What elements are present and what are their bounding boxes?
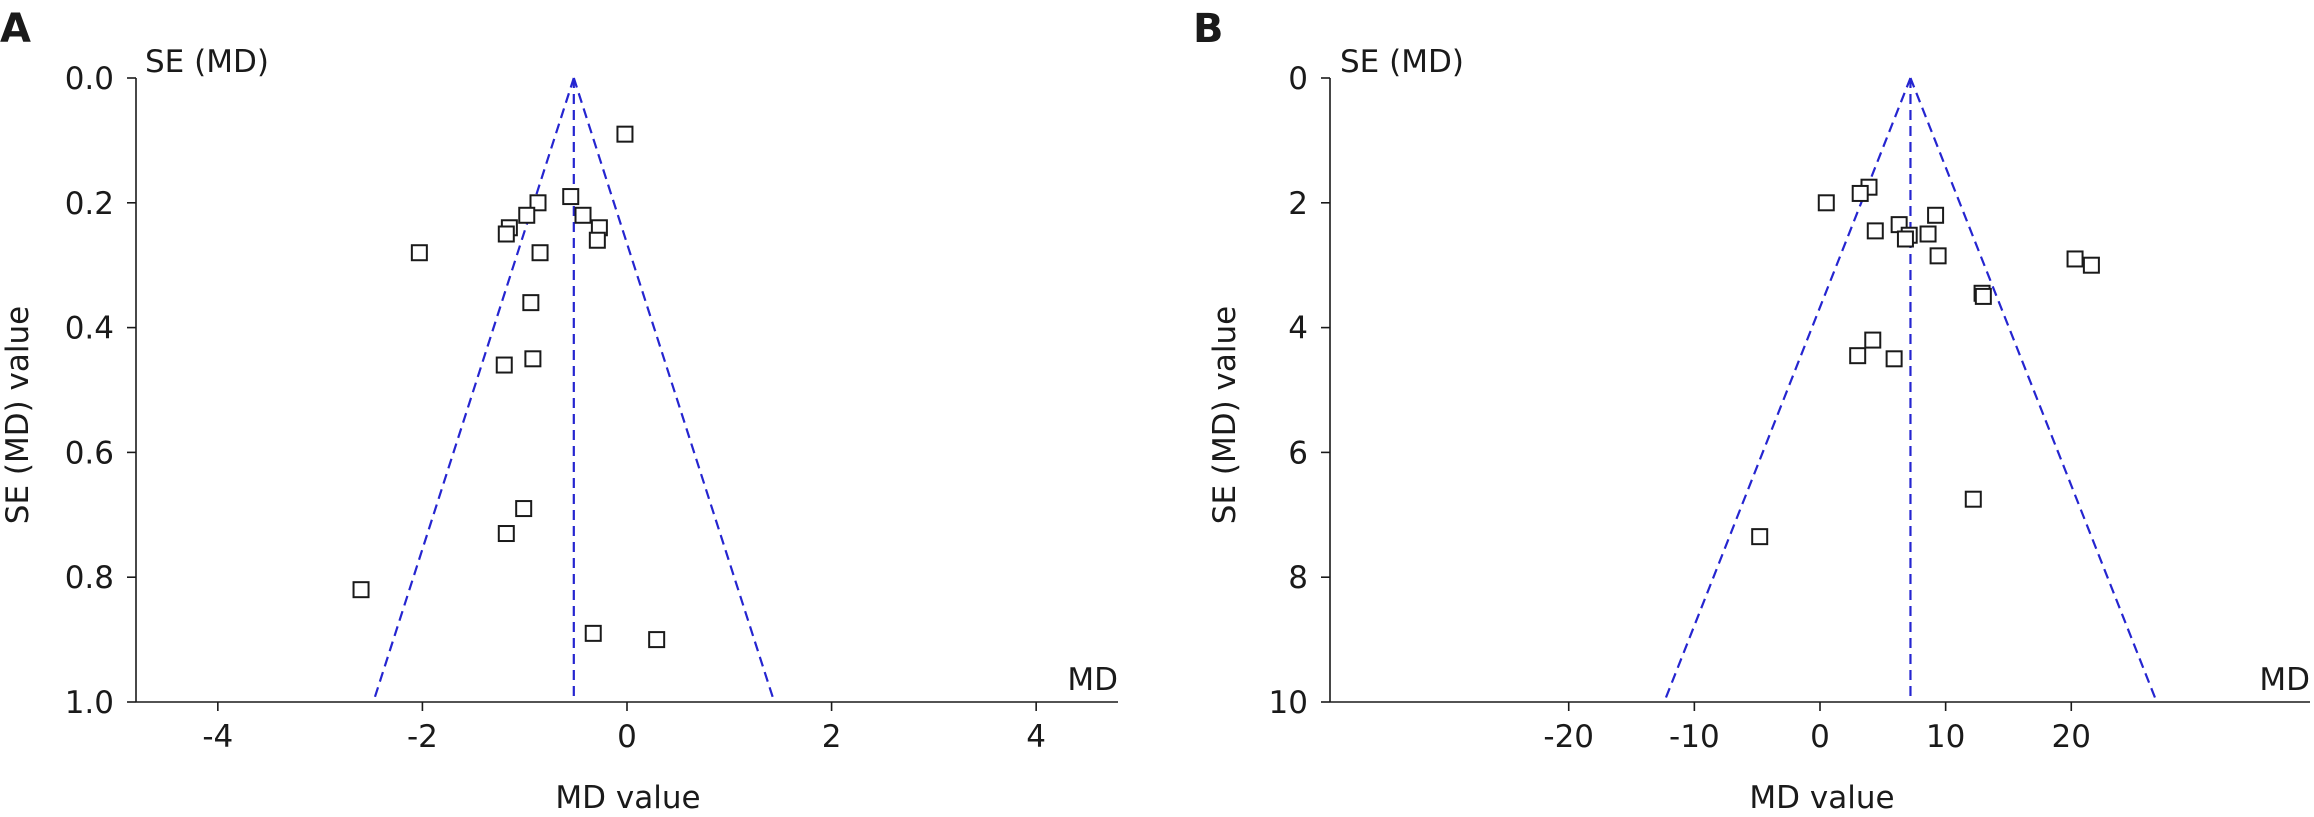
y-axis-top-label: SE (MD) [1340, 44, 1464, 80]
y-tick-label: 4 [1288, 311, 1308, 347]
funnel-left-limit [372, 77, 575, 703]
y-tick-label: 0.0 [65, 61, 114, 97]
y-tick-label: 0.2 [65, 186, 114, 222]
study-point [410, 244, 428, 262]
study-point [2082, 256, 2100, 274]
x-tick-label: 4 [1026, 719, 1046, 755]
study-point [1864, 331, 1882, 349]
y-tick-label: 10 [1269, 685, 1308, 721]
study-point [1751, 528, 1769, 546]
study-point [352, 581, 370, 599]
study-point [1885, 350, 1903, 368]
study-point [1851, 184, 1869, 202]
study-point [497, 525, 515, 543]
study-point [648, 631, 666, 649]
x-axis-title: MD value [555, 780, 700, 816]
y-tick-label: 1.0 [65, 685, 114, 721]
study-point [531, 244, 549, 262]
y-tick-label: 0.8 [65, 560, 114, 596]
y-tick-label: 0 [1288, 61, 1308, 97]
study-point [1849, 347, 1867, 365]
x-tick-label: -20 [1543, 719, 1594, 755]
y-tick-label: 6 [1288, 435, 1308, 471]
y-axis-top-label: SE (MD) [145, 44, 269, 80]
x-tick-label: -4 [202, 719, 233, 755]
x-tick-label: 20 [2052, 719, 2091, 755]
study-point [515, 500, 533, 518]
x-axis-title: MD value [1749, 780, 1894, 816]
y-axis-title: SE (MD) value [1207, 306, 1243, 524]
x-tick-label: 10 [1926, 719, 1965, 755]
study-point [518, 206, 536, 224]
plot-area: 0.0 0.2 0.4 0.6 0.8 1.0 -4 -2 0 2 4 [65, 61, 1118, 755]
study-point [1866, 222, 1884, 240]
x-axis-end-label: MD [1067, 662, 1118, 698]
study-point [562, 188, 580, 206]
study-point [522, 294, 540, 312]
plot-area: 0 2 4 6 8 10 -20 -10 0 10 20 [1269, 61, 2310, 755]
study-point [1974, 287, 1992, 305]
study-point [588, 231, 606, 249]
y-tick-label: 0.6 [65, 435, 114, 471]
study-point [2066, 250, 2084, 268]
panel-letter: A [0, 6, 31, 52]
x-tick-label: 0 [1810, 719, 1830, 755]
study-point [1817, 194, 1835, 212]
study-point [584, 624, 602, 642]
study-point [1919, 225, 1937, 243]
study-point [1927, 206, 1945, 224]
study-point [1964, 490, 1982, 508]
study-point [616, 125, 634, 143]
panel-a: A SE (MD) MD MD value SE (MD) value 0.00… [0, 6, 1118, 816]
panel-b: B SE (MD) MD MD value SE (MD) value 0 2 4 6… [1193, 6, 2310, 816]
panel-letter: B [1193, 6, 1224, 52]
funnel-right-limit [1909, 77, 2158, 703]
x-tick-label: -10 [1669, 719, 1720, 755]
study-point [495, 356, 513, 374]
study-point [574, 206, 592, 224]
y-axis-title: SE (MD) value [0, 306, 36, 524]
funnel-right-limit [572, 77, 776, 703]
funnel-left-limit [1663, 77, 1912, 703]
x-tick-label: -2 [407, 719, 438, 755]
study-point [1896, 230, 1914, 248]
x-axis-end-label: MD [2259, 662, 2310, 698]
study-point [497, 225, 515, 243]
y-tick-label: 2 [1288, 186, 1308, 222]
study-point [529, 194, 547, 212]
y-tick-label: 8 [1288, 560, 1308, 596]
study-point [524, 350, 542, 368]
x-tick-label: 0 [617, 719, 637, 755]
x-tick-label: 2 [822, 719, 842, 755]
y-tick-label: 0.4 [65, 311, 114, 347]
study-point [1929, 247, 1947, 265]
